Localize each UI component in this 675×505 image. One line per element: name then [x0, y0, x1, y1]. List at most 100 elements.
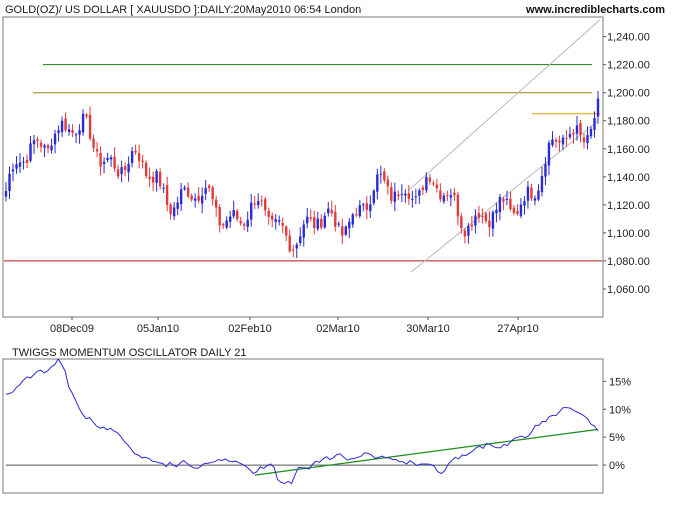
price-bar — [498, 197, 502, 213]
price-bar — [155, 171, 158, 183]
price-bar — [390, 187, 393, 201]
price-bar — [144, 162, 148, 176]
price-tick-label: 1,220.00 — [607, 60, 650, 72]
price-bar — [533, 198, 537, 201]
price-bar — [267, 210, 270, 217]
oscillator-tick-label: 10% — [609, 404, 631, 416]
price-bar — [246, 219, 249, 227]
price-bar — [516, 211, 519, 215]
price-bar — [323, 215, 326, 228]
price-bar — [330, 210, 333, 214]
price-bar — [523, 201, 526, 206]
price-bar — [102, 161, 106, 164]
price-bar — [243, 224, 246, 226]
price-bar — [421, 187, 425, 190]
price-tick-label: 1,200.00 — [607, 88, 650, 100]
price-bar — [29, 143, 32, 161]
price-bar — [495, 209, 498, 214]
price-bar — [575, 125, 579, 134]
price-bar — [11, 169, 15, 172]
price-bar — [446, 194, 449, 196]
price-bar — [512, 207, 516, 213]
price-bar — [218, 207, 221, 226]
price-bar — [551, 139, 554, 146]
price-bar — [281, 222, 284, 226]
price-bar — [407, 193, 411, 199]
price-bar — [561, 137, 565, 145]
price-bar — [36, 139, 39, 141]
price-bar — [250, 202, 253, 220]
price-bar — [193, 198, 197, 201]
price-bar — [260, 200, 263, 202]
date-tick-label: 27Apr10 — [497, 323, 539, 335]
price-bar — [60, 120, 64, 132]
price-bar — [491, 212, 495, 229]
watermark[interactable]: www.incrediblecharts.com — [525, 4, 665, 16]
price-bar — [274, 219, 277, 222]
price-bar — [582, 137, 586, 143]
oscillator-tick-label: 15% — [609, 376, 631, 388]
price-bar — [355, 214, 358, 216]
price-bar — [589, 128, 593, 137]
price-bar — [526, 186, 530, 201]
date-tick-label: 05Jan10 — [137, 323, 179, 335]
price-bar — [369, 204, 372, 212]
price-bar — [537, 190, 540, 200]
price-tick-label: 1,140.00 — [607, 172, 650, 184]
price-bar — [120, 167, 123, 175]
price-bar — [442, 195, 446, 202]
price-bar — [586, 135, 589, 144]
oscillator-title: TWIGGS MOMENTUM OSCILLATOR DAILY 21 — [12, 347, 247, 359]
price-bar — [32, 140, 36, 145]
price-bar — [200, 195, 204, 204]
price-bar — [162, 187, 165, 189]
price-bar — [484, 213, 488, 222]
price-bar — [348, 221, 351, 229]
price-bar — [232, 210, 235, 217]
price-bar — [264, 199, 267, 211]
price-bar — [400, 193, 404, 195]
price-bar — [593, 118, 596, 131]
price-panel-frame — [2, 16, 604, 318]
price-bar — [285, 226, 288, 236]
price-bar — [271, 215, 274, 220]
price-bar — [130, 151, 134, 164]
price-bar — [530, 187, 533, 199]
price-bar — [165, 184, 169, 205]
price-bar — [92, 138, 95, 148]
price-tick-label: 1,240.00 — [607, 32, 650, 44]
price-bar — [341, 226, 344, 236]
price-bar — [397, 194, 400, 197]
price-bar — [505, 198, 509, 200]
price-bar — [460, 216, 463, 229]
date-tick-label: 02Feb10 — [228, 323, 271, 335]
price-bar — [376, 174, 379, 192]
price-bar — [53, 133, 57, 145]
price-bar — [449, 195, 453, 198]
price-bar — [22, 161, 25, 163]
price-bar — [50, 145, 53, 151]
date-tick-label: 30Mar10 — [406, 323, 449, 335]
price-bar — [116, 169, 120, 177]
price-bar — [71, 129, 74, 133]
price-bar — [106, 157, 109, 161]
price-bar — [204, 187, 207, 194]
price-bar — [502, 199, 505, 202]
price-bar — [435, 184, 439, 189]
price-bar — [141, 160, 144, 162]
price-bar — [558, 140, 561, 143]
price-bar — [453, 192, 456, 196]
price-bar — [481, 215, 484, 217]
price-bar — [134, 150, 137, 153]
price-tick-label: 1,180.00 — [607, 116, 650, 128]
price-bar — [172, 207, 176, 217]
price-bar — [235, 210, 239, 219]
price-bar — [257, 201, 260, 206]
price-bar — [488, 220, 491, 228]
price-bar — [57, 130, 60, 134]
price-bar — [334, 211, 337, 227]
price-bar — [302, 224, 305, 238]
price-tick-label: 1,120.00 — [607, 200, 650, 212]
date-tick-label: 08Dec09 — [50, 323, 94, 335]
